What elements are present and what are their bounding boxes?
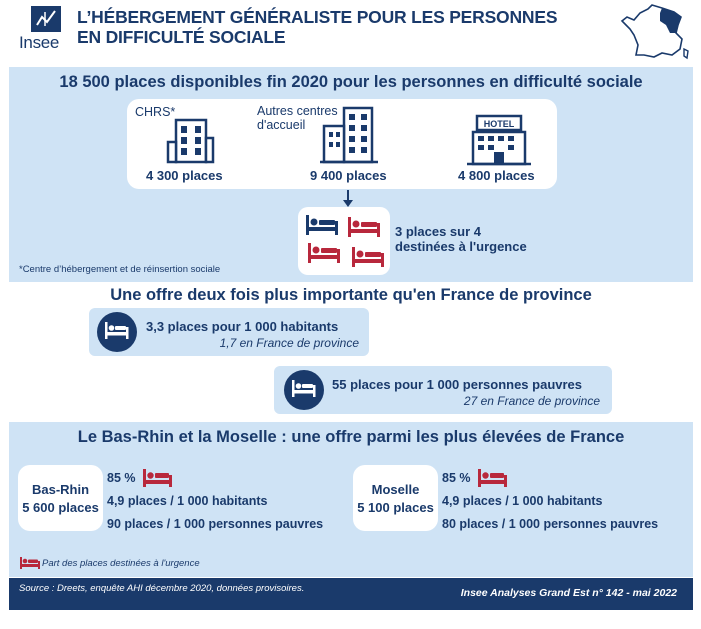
section-departments-title: Le Bas-Rhin et la Moselle : une offre pa… <box>77 428 625 446</box>
beds-card <box>298 207 390 275</box>
bed-icon-red-1 <box>348 217 380 237</box>
chrs-places: 4 300 places <box>146 168 223 183</box>
bed-icon <box>105 322 129 339</box>
page-title: L’HÉBERGEMENT GÉNÉRALISTE POUR LES PERSO… <box>77 7 557 47</box>
section-capacity-title: 18 500 places disponibles fin 2020 pour … <box>59 73 643 91</box>
offer-habitants-value: 3,3 places pour 1 000 habitants <box>146 319 339 334</box>
urgent-share-text: 3 places sur 4 destinées à l'urgence <box>395 224 527 254</box>
other-centres-label: Autres centres d'accueil <box>257 104 338 132</box>
offer-poor-value: 55 places pour 1 000 personnes pauvres <box>332 377 583 392</box>
tall-building-icon <box>320 106 378 164</box>
bas-rhin-card <box>18 465 103 531</box>
chrs-label: CHRS* <box>135 105 176 119</box>
bed-icon-red-2 <box>308 243 340 263</box>
bed-icon-navy <box>306 215 338 235</box>
moselle-pauvres: 80 places / 1 000 personnes pauvres <box>442 517 659 531</box>
offer-poor-province: 27 en France de province <box>463 394 600 408</box>
source-text: Source : Dreets, enquête AHI décembre 20… <box>19 583 305 594</box>
bas-rhin-habitants: 4,9 places / 1 000 habitants <box>107 494 268 508</box>
france-map-icon <box>620 4 689 60</box>
bas-rhin-name: Bas-Rhin 5 600 places <box>22 482 99 515</box>
building-icon <box>166 118 215 164</box>
bas-rhin-pauvres: 90 places / 1 000 personnes pauvres <box>107 517 324 531</box>
hotel-places: 4 800 places <box>458 168 535 183</box>
moselle-urgence: 85 % <box>442 471 471 485</box>
bed-icon <box>292 380 316 397</box>
moselle-name: Moselle 5 100 places <box>357 482 434 515</box>
hotel-icon: HOTEL <box>467 114 531 166</box>
insee-logo-icon <box>31 6 61 32</box>
bed-icon-red <box>143 469 172 487</box>
legend-bed-icon <box>20 557 40 569</box>
section-offer-title: Une offre deux fois plus importante qu'e… <box>110 286 592 304</box>
hotel-sign-text: HOTEL <box>484 119 515 129</box>
chrs-footnote: *Centre d’hébergement et de réinsertion … <box>19 264 221 275</box>
offer-habitants-province: 1,7 en France de province <box>219 336 359 350</box>
offer-poor-box <box>274 366 612 414</box>
legend-text: Part des places destinées à l'urgence <box>42 558 200 569</box>
beds-icon-group <box>306 215 384 267</box>
bed-icon-red <box>478 469 507 487</box>
bas-rhin-urgence: 85 % <box>107 471 136 485</box>
moselle-habitants: 4,9 places / 1 000 habitants <box>442 494 603 508</box>
insee-logo-text: Insee <box>19 33 60 52</box>
other-centres-places: 9 400 places <box>310 168 387 183</box>
publication-reference: Insee Analyses Grand Est n° 142 - mai 20… <box>460 587 677 599</box>
section-departments <box>9 422 693 577</box>
moselle-card <box>353 465 438 531</box>
footer-bar <box>9 578 693 610</box>
bed-icon-red-3 <box>352 247 384 267</box>
title-line-2: EN DIFFICULTÉ SOCIALE <box>77 27 286 47</box>
arrow-down-icon <box>343 190 353 207</box>
title-line-1: L’HÉBERGEMENT GÉNÉRALISTE POUR LES PERSO… <box>77 7 558 27</box>
